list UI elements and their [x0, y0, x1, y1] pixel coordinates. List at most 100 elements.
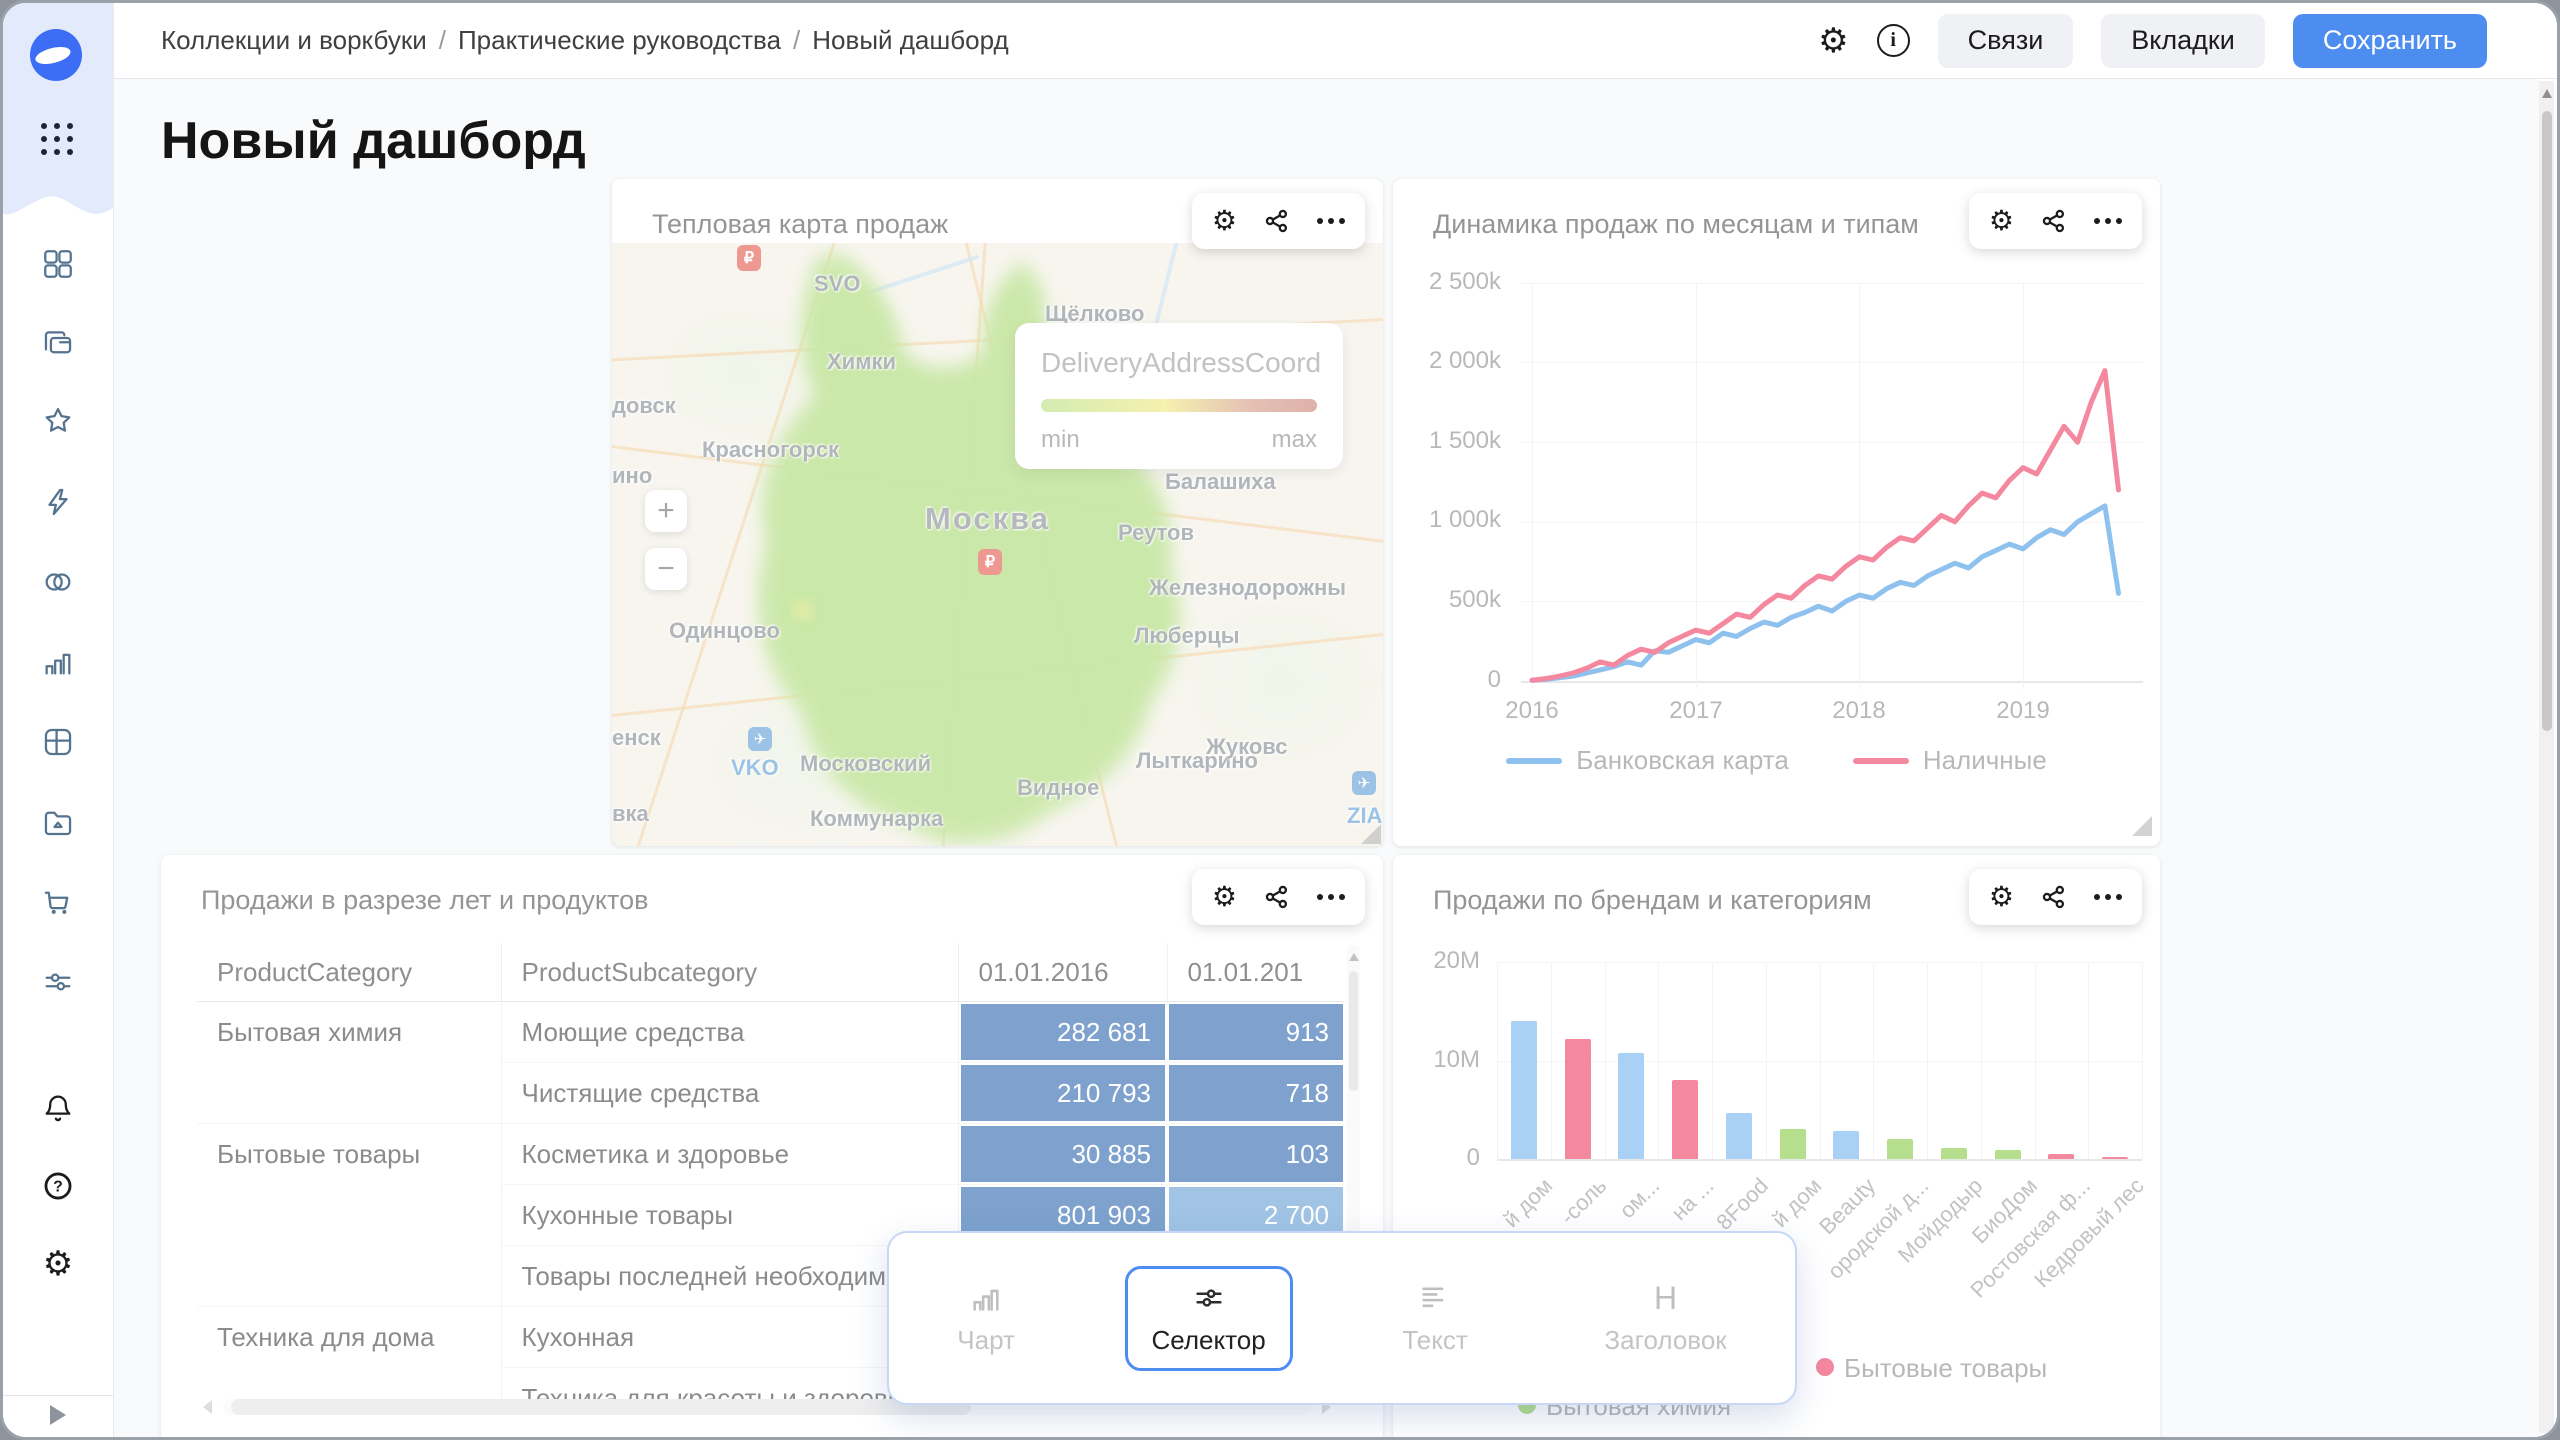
- axis-line: [1521, 681, 2143, 683]
- add-chart-button[interactable]: Чарт: [930, 1266, 1042, 1371]
- sidebar-item-collections[interactable]: [3, 247, 113, 281]
- legend-label[interactable]: Бытовые товары: [1844, 1353, 2048, 1383]
- window-scrollbar[interactable]: [2539, 81, 2554, 1433]
- add-selector-button[interactable]: Селектор: [1124, 1265, 1293, 1371]
- share-icon[interactable]: [1263, 883, 1291, 911]
- more-icon[interactable]: [2094, 218, 2122, 224]
- share-icon[interactable]: [2040, 883, 2068, 911]
- legend-swatch: [1506, 757, 1563, 764]
- widget-title: Продажи по брендам и категориям: [1433, 885, 1872, 915]
- datalens-logo-icon[interactable]: [30, 29, 82, 81]
- map-zoom-in-button[interactable]: +: [645, 490, 687, 532]
- more-icon[interactable]: [1317, 218, 1345, 224]
- y-tick: 1 000k: [1428, 506, 1501, 533]
- share-icon[interactable]: [1263, 207, 1291, 235]
- map-zoom-out-button[interactable]: −: [645, 548, 687, 590]
- sidebar-item-charts[interactable]: [3, 645, 113, 679]
- column-header[interactable]: ProductCategory: [197, 943, 502, 1002]
- widget-toolbar: ⚙: [1191, 869, 1365, 925]
- map-label-airport: ZIA: [1347, 803, 1383, 828]
- map-label: Жуковс: [1206, 734, 1288, 759]
- breadcrumb-separator: /: [438, 25, 446, 55]
- gridline: [1521, 442, 2143, 443]
- cart-icon: [44, 891, 69, 914]
- sidebar-item-favorites[interactable]: [3, 404, 113, 438]
- sidebar-item-quick-actions[interactable]: [3, 485, 113, 519]
- subcategory-cell: Косметика и здоровье: [501, 1123, 959, 1185]
- scroll-right-icon[interactable]: [1322, 1400, 1331, 1414]
- table-row[interactable]: Бытовые товары Косметика и здоровье 30 8…: [197, 1123, 1345, 1307]
- legend-item[interactable]: Наличные: [1852, 745, 2047, 776]
- dashboard-settings-gear-icon[interactable]: ⚙: [1818, 21, 1849, 60]
- gridline: [1497, 962, 2142, 963]
- resize-handle[interactable]: [2132, 816, 2152, 836]
- column-header[interactable]: 01.01.2016: [958, 943, 1168, 1002]
- sidebar-item-marketplace[interactable]: [3, 885, 113, 919]
- add-text-button[interactable]: Текст: [1375, 1266, 1494, 1371]
- gridline: [1658, 962, 1659, 1159]
- widget-settings-gear-icon[interactable]: ⚙: [1211, 205, 1237, 236]
- y-tick: 2 000k: [1428, 347, 1501, 374]
- sidebar-item-workbooks[interactable]: [3, 326, 113, 360]
- lightning-icon: [48, 488, 68, 516]
- widget-settings-gear-icon[interactable]: ⚙: [1988, 881, 2014, 912]
- apps-grid-icon[interactable]: [41, 123, 73, 155]
- value-cell: 718: [1169, 1065, 1343, 1121]
- sidebar-item-help[interactable]: ?: [3, 1169, 113, 1203]
- share-icon[interactable]: [2040, 207, 2068, 235]
- sidebar-expand-button[interactable]: [3, 1405, 113, 1425]
- scroll-left-icon[interactable]: [203, 1400, 212, 1414]
- legend-item[interactable]: Банковская карта: [1506, 745, 1789, 776]
- save-button[interactable]: Сохранить: [2292, 13, 2487, 68]
- column-header[interactable]: ProductSubcategory: [501, 943, 959, 1002]
- gridline: [1981, 962, 1982, 1159]
- scrollbar-thumb[interactable]: [231, 1399, 971, 1415]
- column-header[interactable]: 01.01.201: [1167, 943, 1345, 1002]
- sidebar-item-services[interactable]: [3, 965, 113, 999]
- scrollbar-thumb[interactable]: [2541, 111, 2552, 731]
- bar: [1833, 1131, 1860, 1159]
- sidebar-item-connections[interactable]: [3, 565, 113, 599]
- sidebar-item-notifications[interactable]: [3, 1091, 113, 1125]
- bar: [1779, 1128, 1806, 1159]
- bar: [2048, 1154, 2075, 1159]
- table-row[interactable]: Чистящие средства 210 793 718: [197, 1062, 1345, 1124]
- map-label: Реутов: [1118, 520, 1195, 545]
- links-button[interactable]: Связи: [1937, 13, 2074, 68]
- value-cell: 282 681: [960, 1004, 1165, 1060]
- breadcrumb-guides[interactable]: Практические руководства: [457, 25, 782, 55]
- gridline: [1820, 962, 1821, 1159]
- table-row[interactable]: Бытовая химия Моющие средства 282 681 91…: [197, 1001, 1345, 1124]
- scroll-up-icon[interactable]: [2542, 89, 2552, 98]
- subcategory-cell: Чистящие средства: [501, 1062, 959, 1124]
- sidebar-item-files[interactable]: [3, 805, 113, 839]
- airplane-icon: ✈: [1352, 771, 1376, 795]
- sliders-icon: [45, 973, 71, 991]
- sidebar-item-settings[interactable]: ⚙: [3, 1247, 113, 1281]
- subcategory-cell: Кухонная: [501, 1306, 959, 1368]
- bar: [1672, 1080, 1699, 1159]
- more-icon[interactable]: [1317, 894, 1345, 900]
- add-heading-button[interactable]: H Заголовок: [1577, 1266, 1753, 1371]
- value-cell: 30 885: [960, 1126, 1165, 1182]
- widget-settings-gear-icon[interactable]: ⚙: [1988, 205, 2014, 236]
- bar-series-plot: [1497, 962, 2142, 1159]
- widget-line-chart: Динамика продаж по месяцам и типам 2 500…: [1393, 179, 2160, 846]
- sidebar-item-tables[interactable]: [3, 725, 113, 759]
- more-icon[interactable]: [2094, 894, 2122, 900]
- info-icon[interactable]: i: [1876, 24, 1910, 57]
- heatmap-map[interactable]: SVO Химки довск ино Красногорск Щёлково …: [612, 243, 1383, 846]
- widget-toolbar: ⚙: [1968, 193, 2142, 249]
- tabs-button[interactable]: Вкладки: [2101, 13, 2265, 68]
- scrollbar-thumb[interactable]: [1349, 971, 1358, 1091]
- gridline: [1532, 283, 1533, 689]
- map-label: Видное: [1017, 775, 1100, 800]
- widget-settings-gear-icon[interactable]: ⚙: [1211, 881, 1237, 912]
- gridline: [1605, 962, 1606, 1159]
- bar: [1994, 1150, 2021, 1159]
- y-tick: 20M: [1433, 947, 1480, 974]
- scroll-up-icon[interactable]: [1349, 953, 1359, 961]
- category-cell: Бытовая химия: [197, 1001, 502, 1124]
- breadcrumb-collections[interactable]: Коллекции и воркбуки: [161, 25, 427, 55]
- resize-handle[interactable]: [1361, 824, 1381, 844]
